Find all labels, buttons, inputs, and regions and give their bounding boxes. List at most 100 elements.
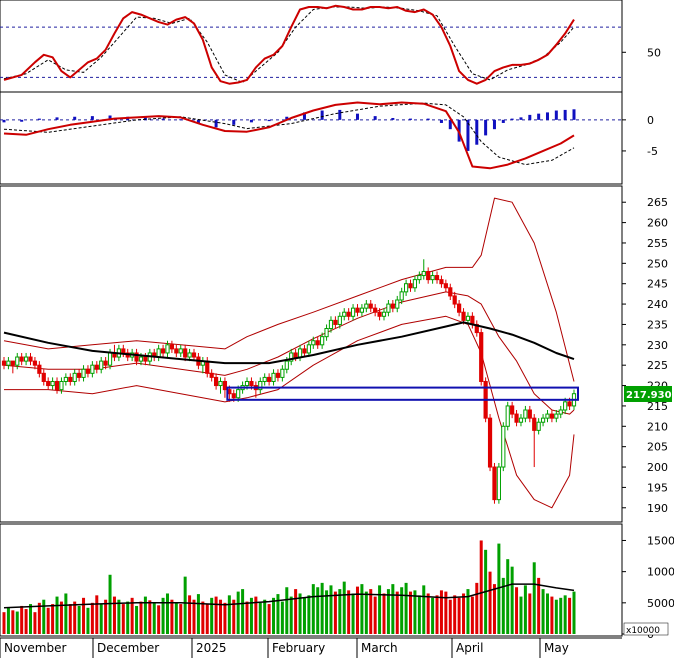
candle-body [523,409,528,419]
candle-body [267,376,272,382]
candle-body [6,360,11,366]
macd-histogram-bar [196,119,200,124]
volume-bar [289,596,293,634]
candle-body [236,389,241,399]
x-axis-label: February [272,641,325,655]
volume-bar [320,582,324,634]
volume-bar [333,591,337,634]
volume-bar [46,607,50,634]
volume-bar [395,591,399,634]
volume-bar [466,589,470,634]
volume-bar [2,612,6,634]
macd-line [3,101,575,170]
candle-body [359,307,365,313]
macd-histogram-bar [426,118,430,120]
candle-body [540,417,546,423]
bollinger-upper-band [3,197,575,382]
volume-bar [241,589,245,634]
candle-body [505,405,510,427]
volume-bar [170,599,174,634]
volume-bar [267,604,271,634]
price-panel-frame [0,185,623,523]
candle-body [403,283,409,293]
volume-bar [488,571,492,634]
volume-bar [157,605,161,634]
macd-histogram-bar [572,109,576,120]
volume-bar [139,601,143,634]
candle-body [381,311,387,317]
volume-bar [400,587,404,634]
candle-body [222,380,228,391]
volume-bar [104,599,108,634]
macd-histogram-bar [409,118,413,120]
volume-bar [568,597,572,634]
volume-bar [210,597,214,634]
candle-body [23,356,29,362]
volume-bar [42,599,46,634]
candle-body [461,311,466,321]
candle-body [549,413,555,419]
macd-histogram-bar [475,119,479,145]
volume-bar [276,594,280,634]
candle-body [156,348,161,358]
volume-bar [431,597,435,634]
volume-bar [501,577,505,634]
volume-bar [559,597,563,634]
candle-body [138,356,144,362]
volume-bar [188,595,192,634]
volume-bar [51,604,55,634]
volume-bar [196,594,200,634]
volume-average-line [3,583,575,609]
volume-bar [373,596,377,634]
macd-histogram-bar [249,119,253,123]
x-axis-label: 2025 [196,641,227,655]
candle-body [178,348,183,354]
volume-bar [342,581,346,634]
volume-bar [492,584,496,634]
volume-bar [95,595,99,634]
candle-body [350,307,356,317]
volume-bar [55,596,59,634]
candle-body [293,352,298,358]
candle-body [426,270,431,281]
candle-body [377,311,382,317]
moving-average-line [3,321,575,365]
volume-bar [541,589,545,634]
volume-bar [227,595,231,634]
candle-body [554,413,559,419]
macd-histogram-bar [108,115,112,120]
candle-body [271,372,276,382]
volume-bar [510,566,514,634]
volume-bar [201,601,205,634]
candle-body [275,372,281,378]
volume-bar [130,597,134,634]
volume-bar [404,582,408,634]
volume-bar [338,589,342,634]
volume-bar [29,604,33,634]
volume-axis-tick-label: 5000 [647,597,674,610]
volume-bar [453,595,457,634]
volume-bar [249,597,253,634]
candle-body [337,315,342,325]
x-axis-label: November [4,641,66,655]
candle-body [213,376,219,387]
volume-bar [121,604,125,634]
volume-bar [378,585,382,634]
volume-bar [223,602,227,634]
candle-body [333,319,338,325]
volume-bar [448,599,452,634]
candle-body [258,380,263,391]
candle-body [183,348,188,358]
candle-body [408,283,413,289]
price-axis-tick-label: 240 [647,298,668,311]
volume-bar [37,602,41,634]
volume-bar [214,596,218,634]
macd-histogram-bar [391,117,395,120]
candle-body [169,344,175,350]
candle-body [567,401,572,407]
volume-bar [554,599,558,634]
volume-bar [382,593,386,634]
volume-bar [422,585,426,634]
price-axis-tick-label: 190 [647,502,668,515]
